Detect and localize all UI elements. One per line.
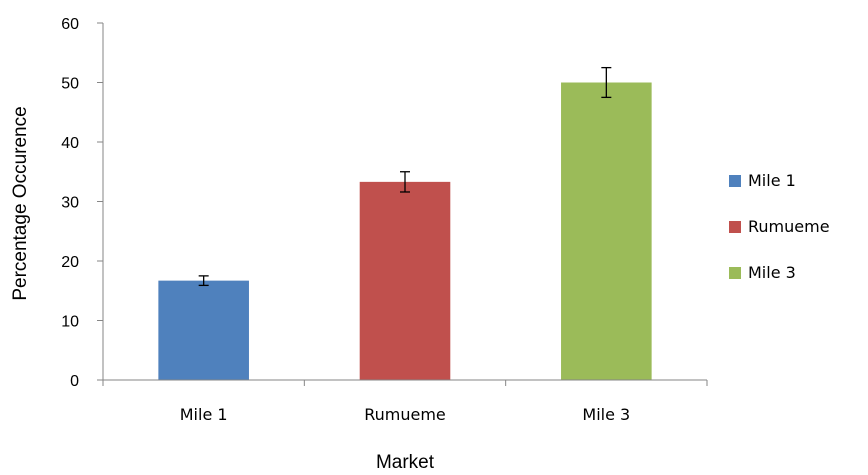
y-axis-title: Percentage Occurence — [10, 106, 31, 300]
legend-label: Mile 3 — [748, 263, 796, 282]
bars-group — [158, 82, 652, 380]
x-axis-ticks: Mile 1 Rumueme Mile 3 — [102, 380, 708, 424]
y-tick-label: 40 — [61, 135, 79, 152]
bar-rumueme — [359, 181, 451, 380]
y-tick-label: 0 — [70, 373, 79, 390]
x-tick-label: Rumueme — [364, 405, 446, 424]
y-tick-label: 60 — [61, 16, 79, 33]
legend-swatch — [729, 221, 741, 233]
x-tick-label: Mile 1 — [180, 405, 228, 424]
y-tick-label: 50 — [61, 76, 79, 93]
y-tick-label: 30 — [61, 195, 79, 212]
error-bars-group — [198, 66, 612, 287]
legend-swatch — [729, 267, 741, 279]
legend-swatch — [729, 175, 741, 187]
legend: Mile 1 Rumueme Mile 3 — [729, 171, 830, 282]
y-tick-label: 10 — [61, 314, 79, 331]
legend-label: Rumueme — [748, 217, 830, 236]
bar-mile-3 — [561, 82, 652, 380]
x-tick-label: Mile 3 — [582, 405, 630, 424]
y-tick-label: 20 — [61, 254, 79, 271]
y-axis-ticks: 0 10 20 30 40 50 60 — [61, 16, 103, 390]
legend-label: Mile 1 — [748, 171, 796, 190]
x-axis-title: Market — [376, 452, 435, 473]
bar-mile-1 — [158, 280, 249, 380]
